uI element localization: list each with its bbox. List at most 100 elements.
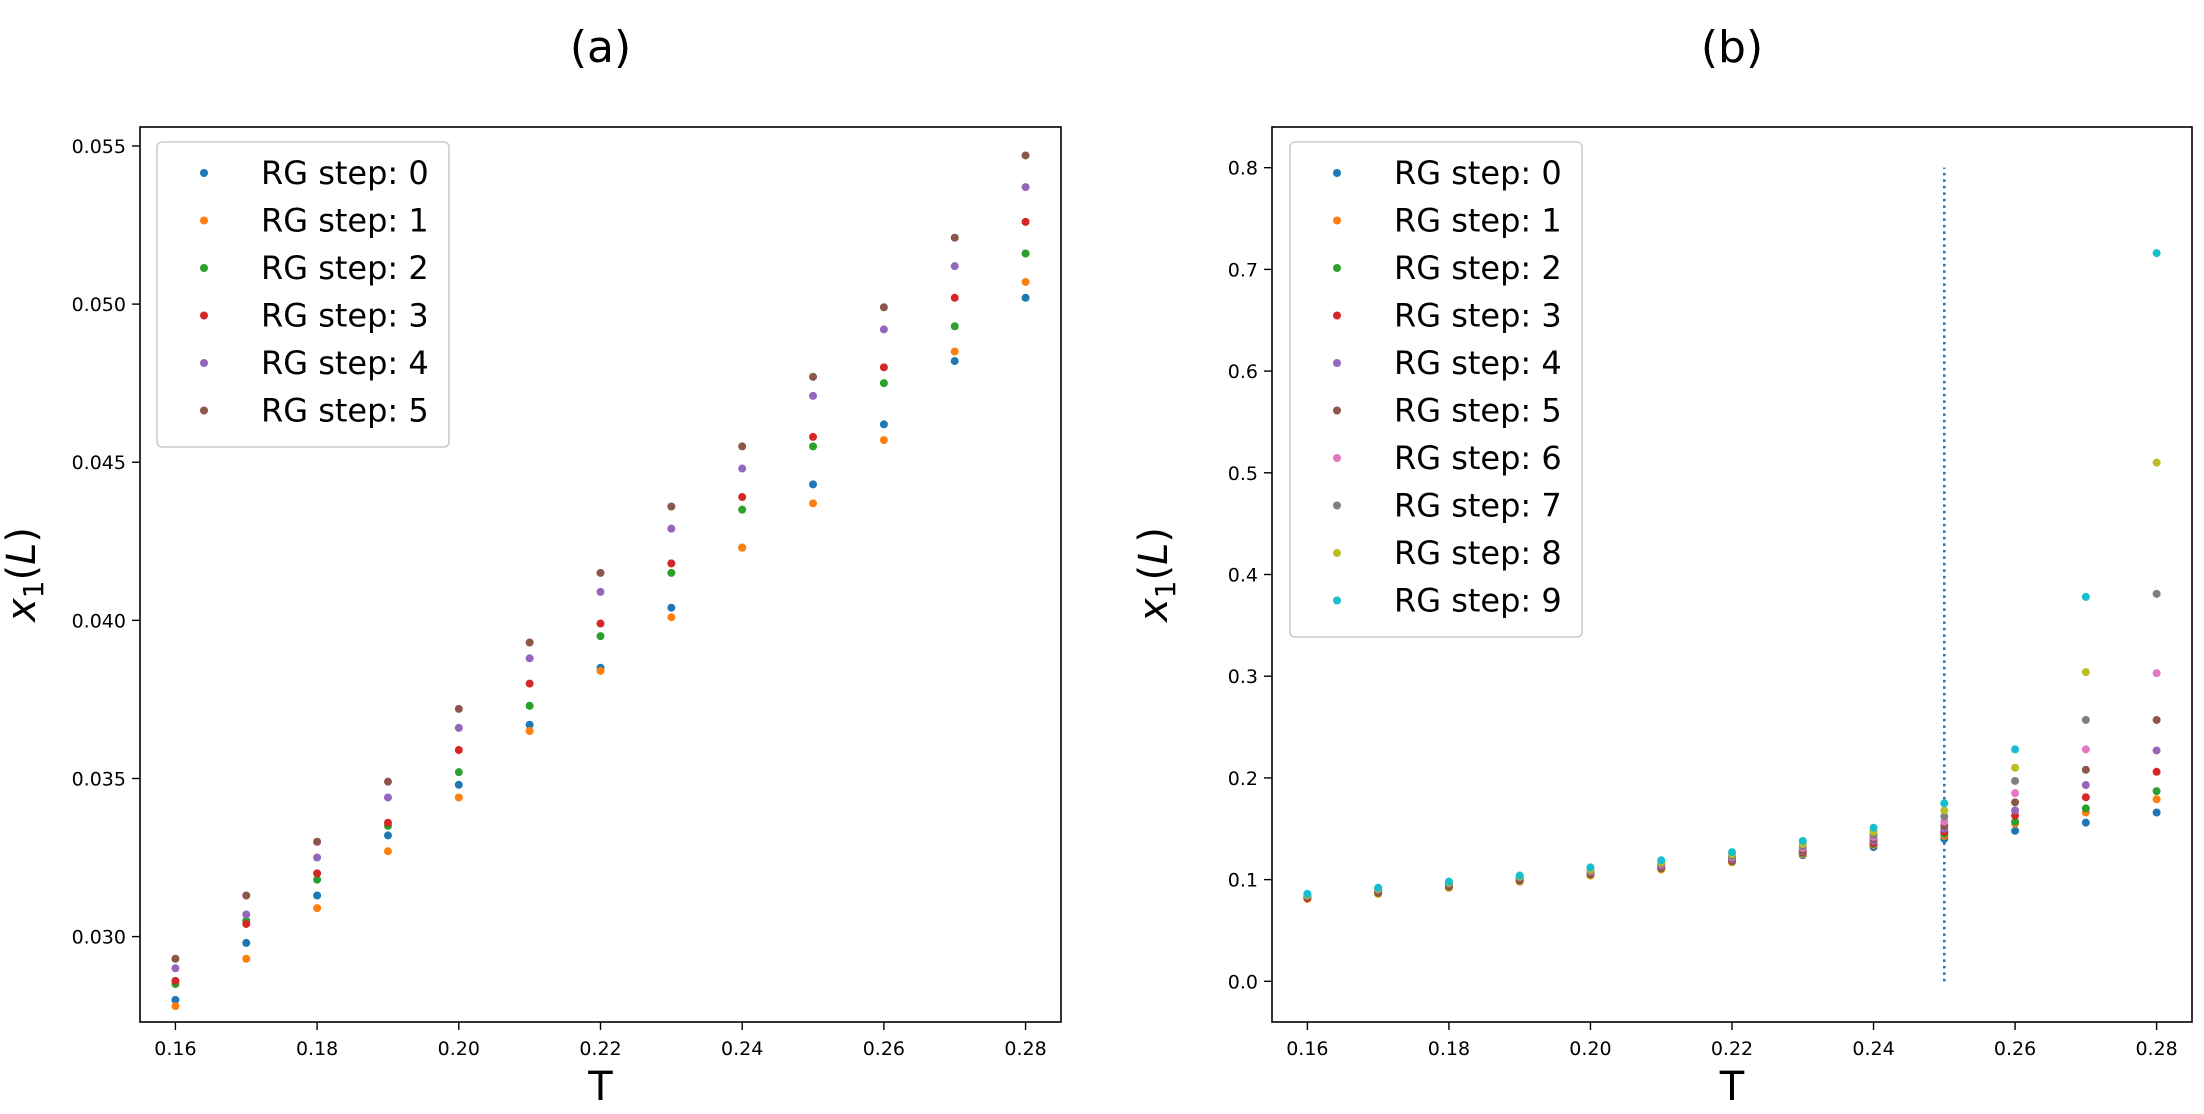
data-point [454, 723, 463, 732]
y-tick-label: 0.035 [72, 768, 126, 790]
panel-label: (b) [1701, 22, 1763, 73]
legend-marker [1333, 311, 1341, 320]
data-point [1940, 806, 1949, 815]
data-point [950, 357, 959, 366]
data-point [313, 853, 322, 862]
x-tick-label: 0.28 [2135, 1038, 2177, 1060]
legend-label: RG step: 0 [261, 154, 429, 192]
y-axis-label: x1(L) [0, 527, 50, 624]
legend-marker [1333, 596, 1341, 605]
legend-label: RG step: 3 [261, 297, 429, 335]
y-tick-label: 0.030 [72, 927, 126, 949]
data-point [667, 502, 676, 511]
data-point [242, 910, 251, 919]
data-point [809, 432, 818, 441]
data-point [2011, 817, 2020, 826]
data-point [596, 666, 605, 675]
legend-marker [200, 359, 208, 367]
data-point [2152, 715, 2161, 724]
data-point [525, 720, 534, 729]
x-axis-label: T [587, 1064, 613, 1110]
data-point [667, 559, 676, 568]
data-point [809, 480, 818, 489]
legend-label: RG step: 2 [1394, 249, 1562, 287]
data-point [1021, 293, 1030, 302]
data-point [2011, 826, 2020, 835]
data-point [525, 638, 534, 647]
y-tick-label: 0.2 [1228, 768, 1258, 790]
legend-marker [1333, 169, 1341, 177]
chart-panel-0: (a) 0.16 0.18 0.20 0.22 0.24 0.26 0.28 0.030 0.03… [0, 22, 1062, 1110]
series-5 [171, 151, 1030, 963]
data-point [171, 1002, 180, 1011]
data-point [2152, 458, 2161, 467]
x-tick-label: 0.24 [721, 1038, 763, 1060]
series-2 [171, 249, 1030, 989]
y-tick-label: 0.045 [72, 452, 126, 474]
legend-marker [1333, 406, 1341, 415]
data-point [2152, 746, 2161, 755]
data-point [1657, 856, 1666, 865]
data-point [242, 891, 251, 900]
data-point [2011, 798, 2020, 807]
x-tick-label: 0.16 [154, 1038, 196, 1060]
data-point [383, 818, 392, 827]
data-point [879, 325, 888, 334]
data-point [596, 632, 605, 641]
x-tick-label: 0.26 [863, 1038, 905, 1060]
data-point [2152, 767, 2161, 776]
legend-label: RG step: 4 [261, 344, 429, 382]
y-tick-label: 0.4 [1228, 565, 1258, 587]
legend-box [1289, 141, 1583, 638]
data-point [2081, 804, 2090, 813]
data-point [171, 964, 180, 973]
data-point [2081, 818, 2090, 827]
x-tick-label: 0.26 [1994, 1038, 2036, 1060]
data-point [809, 391, 818, 400]
data-point [383, 847, 392, 856]
data-point [950, 233, 959, 242]
legend-marker [200, 264, 208, 272]
data-point [738, 493, 747, 502]
data-point [383, 793, 392, 802]
x-tick-label: 0.16 [1286, 1038, 1328, 1060]
data-point [1940, 812, 1949, 821]
data-point [171, 954, 180, 963]
data-point [525, 701, 534, 710]
data-point [950, 322, 959, 331]
chart-panel-1: (b) 0.16 0.18 0.20 0.22 0.24 0.26 0.28 0.0 0.1 0.2… [1131, 22, 2193, 1110]
data-point [667, 524, 676, 533]
data-point [809, 372, 818, 381]
legend-label: RG step: 1 [261, 202, 429, 240]
x-axis-label: T [1719, 1064, 1745, 1110]
data-point [667, 568, 676, 577]
x-tick-label: 0.24 [1852, 1038, 1894, 1060]
x-tick-label: 0.20 [1569, 1038, 1611, 1060]
y-tick-label: 0.8 [1228, 158, 1258, 180]
data-point [242, 954, 251, 963]
legend-marker [1333, 501, 1341, 510]
panel-label: (a) [570, 22, 631, 73]
y-axis-label: x1(L) [1131, 527, 1182, 624]
data-point [2081, 765, 2090, 774]
data-point [171, 976, 180, 985]
x-tick-label: 0.22 [1711, 1038, 1753, 1060]
data-point [2011, 745, 2020, 754]
data-point [1940, 799, 1949, 808]
legend-marker [200, 311, 208, 320]
data-point [879, 379, 888, 388]
data-point [454, 704, 463, 713]
data-point [738, 505, 747, 514]
legend-label: RG step: 9 [1394, 582, 1562, 620]
data-point [2081, 781, 2090, 790]
data-point [809, 442, 818, 451]
data-point [2152, 787, 2161, 796]
data-point [738, 464, 747, 473]
legend-label: RG step: 2 [261, 249, 429, 287]
legend-label: RG step: 7 [1394, 487, 1562, 525]
data-point [454, 793, 463, 802]
data-point [596, 587, 605, 596]
legend-label: RG step: 8 [1394, 534, 1562, 572]
data-point [667, 613, 676, 622]
y-tick-label: 0.5 [1228, 463, 1258, 485]
